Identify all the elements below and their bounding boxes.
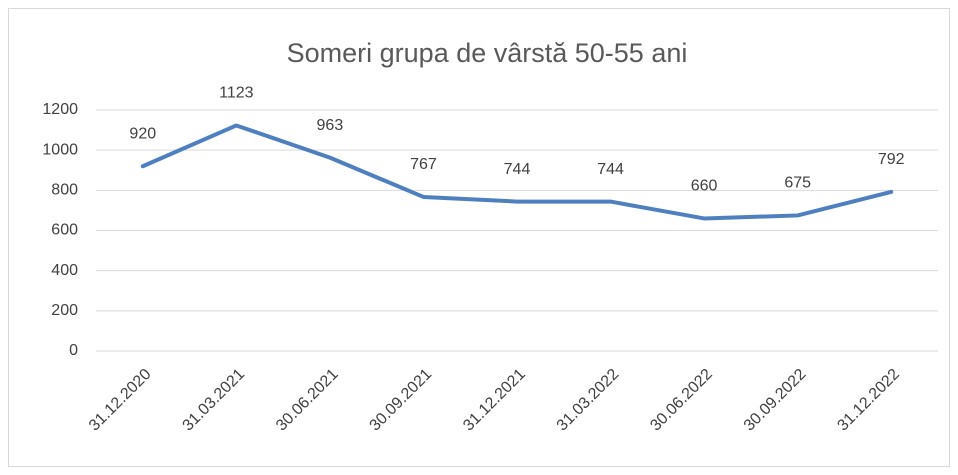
data-label: 1123 (219, 85, 254, 102)
data-label: 675 (784, 175, 811, 192)
data-label: 660 (691, 178, 718, 195)
data-label: 792 (878, 151, 905, 168)
y-tick-label: 1000 (42, 141, 78, 158)
y-tick-label: 400 (51, 262, 78, 279)
y-tick-label: 1200 (42, 101, 78, 118)
data-label: 744 (504, 161, 531, 178)
y-tick-label: 800 (51, 182, 78, 199)
y-tick-label: 600 (51, 222, 78, 239)
data-label: 744 (597, 161, 624, 178)
data-label: 920 (129, 125, 156, 142)
chart-frame (8, 8, 950, 467)
y-tick-label: 0 (69, 342, 78, 359)
y-tick-label: 200 (51, 302, 78, 319)
line (140, 123, 894, 221)
chart-title: Someri grupa de vârstă 50-55 ani (287, 38, 688, 68)
data-label: 767 (410, 156, 437, 173)
data-label: 963 (317, 117, 344, 134)
